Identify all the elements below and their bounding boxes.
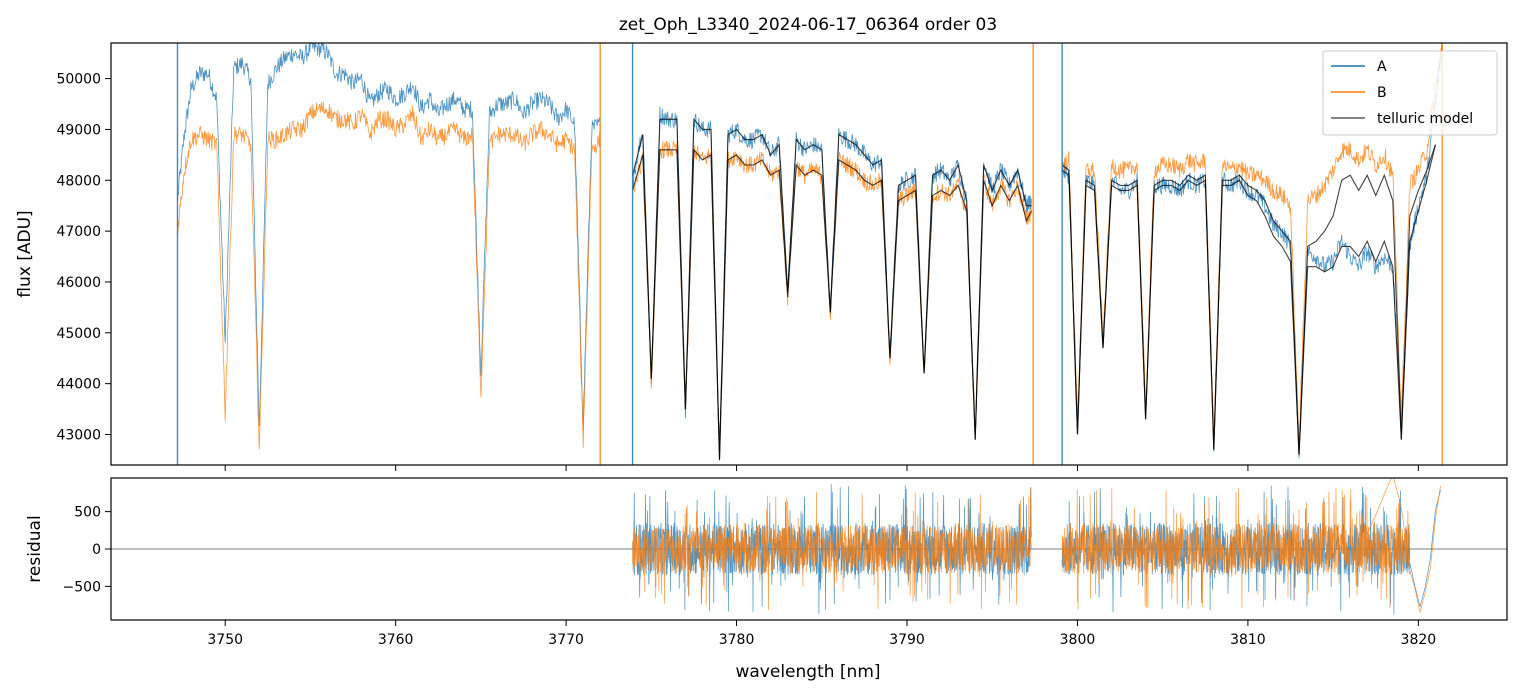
residual-y-tick-label: 0 — [92, 542, 101, 558]
flux-series-b-segment-2 — [1061, 43, 1443, 451]
residual-series-a-segment-2 — [1409, 490, 1441, 607]
flux-series-telluric-model-segment-3 — [1061, 144, 1436, 455]
legend-frame — [1322, 50, 1498, 136]
flux-y-tick-label: 45000 — [56, 326, 101, 342]
x-axis-label: wavelength [nm] — [735, 662, 880, 682]
residual-x-tick-label: 3800 — [1060, 632, 1096, 648]
flux-series-b-segment-0 — [177, 101, 601, 450]
flux-y-tick-label: 47000 — [56, 224, 101, 240]
residual-x-tick-label: 3790 — [889, 632, 925, 648]
residual-x-tick-label: 3810 — [1230, 632, 1266, 648]
flux-y-tick-label: 48000 — [56, 173, 101, 189]
residual-series-b-segment-2 — [1358, 478, 1441, 613]
flux-series-a-segment-0 — [177, 43, 601, 432]
residual-series-b-segment-1 — [1061, 487, 1411, 610]
flux-series-a-segment-2 — [1061, 43, 1443, 459]
residual-y-tick-label: −500 — [63, 579, 101, 595]
legend-label-b: B — [1377, 85, 1387, 101]
flux-series-telluric-model-segment-1 — [632, 148, 1032, 460]
residual-x-axis: 3750 3760 3770 3780 3790 3800 3810 3820 — [207, 620, 1436, 648]
flux-plot-area — [176, 43, 1443, 465]
flux-y-axis: 43000 44000 45000 46000 47000 48000 49000 50000 — [56, 72, 111, 443]
flux-y-tick-label: 46000 — [56, 275, 101, 291]
residual-x-tick-label: 3770 — [548, 632, 584, 648]
residual-series-b-segment-0 — [632, 488, 1032, 611]
flux-axes-frame — [110, 42, 1508, 466]
residual-y-axis: −500 0 500 — [63, 505, 111, 595]
residual-x-tick-label: 3820 — [1401, 632, 1437, 648]
residual-plot-area — [111, 478, 1507, 615]
residual-y-axis-label: residual — [25, 515, 45, 582]
legend-label-a: A — [1377, 59, 1387, 75]
legend-label-telluric: telluric model — [1377, 111, 1473, 127]
chart-title: zet_Oph_L3340_2024-06-17_06364 order 03 — [619, 15, 997, 35]
flux-series-telluric-model-segment-2 — [1061, 144, 1436, 455]
flux-y-tick-label: 44000 — [56, 377, 101, 393]
residual-y-tick-label: 500 — [74, 505, 101, 521]
flux-x-axis — [224, 465, 1419, 471]
residual-x-tick-label: 3780 — [719, 632, 755, 648]
flux-y-axis-label: flux [ADU] — [15, 210, 35, 297]
flux-y-tick-label: 50000 — [56, 72, 101, 88]
residual-x-tick-label: 3750 — [207, 632, 243, 648]
legend: A B telluric model — [1322, 50, 1498, 136]
flux-y-tick-label: 49000 — [56, 122, 101, 138]
residual-x-tick-label: 3760 — [378, 632, 414, 648]
flux-y-tick-label: 43000 — [56, 427, 101, 443]
